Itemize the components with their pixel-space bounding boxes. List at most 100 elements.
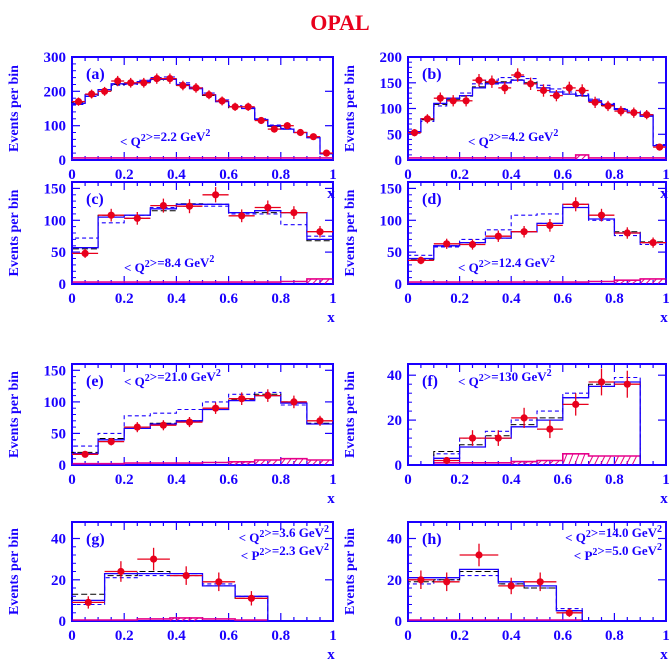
background-hatch	[522, 461, 528, 465]
data-point	[539, 86, 548, 95]
background-histogram	[407, 278, 667, 284]
background-histogram	[71, 617, 269, 621]
x-tick-label: 0.6	[553, 628, 572, 644]
x-tick-label: 0.2	[115, 628, 134, 644]
background-hatch	[632, 280, 637, 284]
x-tick-label: 0	[404, 628, 412, 644]
data-point	[443, 578, 451, 586]
data-point	[159, 202, 167, 210]
x-tick-label: 0.6	[219, 167, 238, 183]
plot-frame	[407, 56, 667, 161]
data-point	[410, 129, 419, 137]
y-tick-label: 100	[380, 213, 403, 229]
data-point	[488, 78, 496, 86]
data-point	[140, 79, 148, 87]
background-hatch	[613, 456, 619, 465]
data-point	[179, 81, 187, 90]
data-point	[546, 221, 554, 229]
y-tick-label: 40	[51, 532, 66, 548]
background-hatch	[266, 460, 272, 465]
x-tick-label: 0.8	[605, 167, 624, 183]
background-hatch	[651, 279, 657, 284]
background-hatch	[324, 460, 330, 465]
data-point	[494, 434, 502, 442]
data-point	[283, 122, 291, 130]
data-point	[514, 71, 522, 79]
data-point	[316, 417, 324, 425]
data-point	[212, 404, 220, 412]
mc-dashed-histogram	[71, 205, 334, 284]
data-point	[88, 90, 96, 98]
data-point	[264, 203, 272, 212]
background-hatch	[169, 617, 175, 621]
background-hatch	[318, 460, 324, 465]
data-point	[468, 240, 477, 249]
x-tick-label: 0.8	[271, 472, 290, 488]
x-tick-label: 0.4	[502, 167, 521, 183]
data-point	[192, 84, 200, 92]
q2-annotation: < Q2>=8.4 GeV2	[124, 254, 214, 275]
background-hatch	[272, 460, 278, 465]
panel-label: (a)	[86, 66, 105, 83]
data-point	[101, 87, 109, 95]
data-point	[572, 400, 580, 408]
data-point	[623, 229, 631, 237]
x-tick-label: 0.6	[219, 628, 238, 644]
y-axis-label: Events per bin	[7, 528, 22, 615]
p2-annotation: < P2>=2.3 GeV2	[241, 542, 329, 563]
background-histogram	[433, 453, 641, 465]
q2-annotation: < Q2>=21.0 GeV2	[124, 368, 221, 389]
background-histogram	[71, 457, 334, 465]
data-point	[218, 97, 226, 105]
x-axis-label: x	[327, 647, 335, 659]
data-point	[133, 423, 141, 431]
data-point	[578, 86, 586, 95]
y-tick-label: 150	[44, 181, 67, 197]
background-hatch	[568, 454, 574, 465]
data-point	[527, 80, 535, 88]
x-tick-label: 0.4	[167, 472, 186, 488]
figure-title: OPAL	[310, 10, 369, 35]
x-tick-label: 0.6	[553, 472, 572, 488]
data-point	[501, 84, 509, 92]
background-hatch	[580, 454, 586, 465]
data-point	[107, 211, 115, 219]
x-axis-label: x	[327, 491, 335, 507]
y-tick-label: 150	[380, 181, 403, 197]
y-tick-label: 20	[51, 573, 66, 589]
x-tick-label: 1	[662, 167, 670, 183]
data-point	[81, 249, 89, 257]
mc-solid-histogram	[433, 381, 641, 465]
y-tick-label: 40	[387, 532, 402, 548]
data-point	[316, 228, 324, 236]
data-point	[604, 102, 612, 110]
data-point	[247, 594, 255, 602]
x-tick-label: 0.2	[450, 472, 469, 488]
data-point	[153, 75, 161, 83]
background-hatch	[594, 456, 600, 465]
mc-dashed-histogram	[71, 391, 334, 465]
background-hatch	[626, 280, 631, 284]
q2-annotation: < Q2>=14.0 GeV2	[565, 524, 662, 545]
y-tick-label: 20	[387, 573, 402, 589]
data-point	[290, 398, 298, 406]
data-point	[257, 116, 265, 125]
y-tick-label: 0	[59, 458, 67, 474]
data-point	[443, 240, 451, 248]
x-tick-label: 0	[68, 628, 76, 644]
data-point	[630, 109, 638, 117]
background-hatch	[528, 461, 534, 465]
data-point	[107, 438, 115, 446]
y-tick-label: 100	[380, 102, 403, 118]
y-tick-label: 20	[387, 413, 402, 429]
q2-annotation: < Q2>=130 GeV2	[458, 368, 552, 389]
background-hatch	[286, 458, 292, 465]
data-point	[423, 115, 431, 123]
data-point	[74, 98, 83, 106]
background-hatch	[614, 280, 619, 284]
x-tick-label: 0.6	[553, 167, 572, 183]
data-point	[417, 256, 425, 264]
data-point	[212, 191, 220, 199]
y-tick-label: 0	[395, 614, 403, 630]
background-hatch	[620, 280, 625, 284]
